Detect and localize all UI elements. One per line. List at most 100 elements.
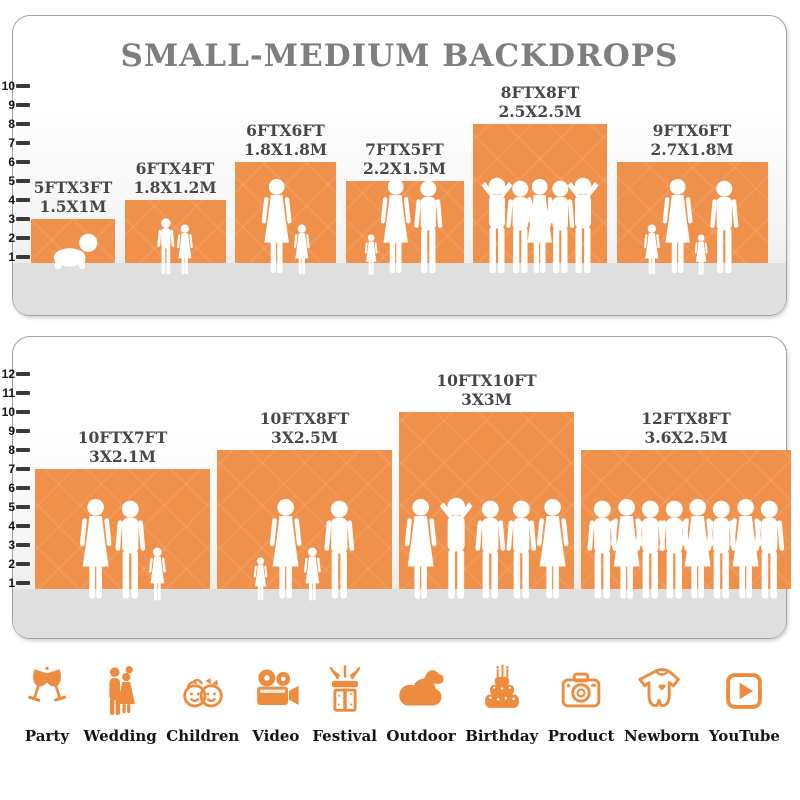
party-glasses-icon [28,666,67,702]
wedding-couple-icon [109,666,136,716]
backdrop-size-label: 6FTX6FT 1.8X1.8M [190,121,381,159]
backdrop-size-label: 10FTX8FT 3X2.5M [172,409,437,447]
ruler-number: 7 [8,462,15,476]
ruler-tick-9: 9 [0,97,30,113]
video-camera-icon [257,669,299,705]
ruler-number: 1 [8,576,15,590]
silhouette-girl [176,224,193,275]
product-camera-icon [561,672,601,708]
backdrop-bar-5ftx3ft: 5FTX3FT 1.5X1M [31,178,115,270]
ruler-number: 1 [8,250,15,264]
silhouette-man [414,180,443,274]
ruler-number: 8 [8,117,15,131]
ruler-tick-5: 5 [0,173,30,189]
backdrop-bar-8ftx8ft: 8FTX8FT 2.5X2.5M [473,83,607,274]
silhouette-woman [610,499,643,599]
backdrop-size-label: 6FTX4FT 1.8X1.2M [80,159,271,197]
silhouette-man-arms-up [567,177,599,273]
size-feet: 6FTX6FT [246,120,325,140]
ruler-tick-12: 12 [0,366,30,382]
size-meters: 3X2.5M [271,427,338,447]
size-meters: 1.8X1.8M [243,139,328,159]
people-silhouettes [207,498,402,602]
small-backdrops-chart-panel: SMALL-MEDIUM BACKDROPS 10 9 8 7 6 5 4 3 2 1 5FTX3… [2,15,787,316]
silhouette-woman [80,499,112,599]
ruler-tick-3: 3 [0,211,30,227]
silhouette-man [324,500,354,599]
ruler-dash [16,160,30,164]
backdrop-rect [235,162,336,263]
category-wedding: Wedding [84,660,157,745]
category-newborn: Newborn [624,660,699,745]
ruler-dash [16,448,30,452]
ruler-number: 6 [8,155,15,169]
size-feet: 6FTX4FT [135,158,215,178]
silhouette-man [754,500,785,599]
ruler-tick-2: 2 [0,230,30,246]
icon-box [20,660,74,718]
ruler-tick-7: 7 [0,461,30,477]
ruler-number: 2 [8,231,15,245]
icon-box [475,660,529,718]
youtube-play-icon [726,673,763,709]
ruler-tick-7: 7 [0,135,30,151]
ruler-dash [16,562,30,566]
ruler-tick-3: 3 [0,537,30,553]
size-meters: 1.8X1.2M [133,177,217,197]
ruler-tick-5: 5 [0,499,30,515]
silhouette-man [475,500,506,599]
people-silhouettes [336,178,474,276]
silhouette-woman [261,178,292,274]
silhouette-woman [380,178,411,274]
category-party: Party [20,660,74,745]
ruler-dash [16,467,30,471]
ruler-number: 2 [8,557,15,571]
category-label: Festival [312,727,377,745]
silhouette-woman [662,178,693,274]
silhouette-man [706,500,737,599]
ruler-number: 3 [8,538,15,552]
people-silhouettes [25,498,220,602]
ruler-dash [16,236,30,240]
size-meters: 3.6X2.5M [644,427,728,447]
ruler-dash [16,543,30,547]
backdrop-rect [616,162,768,263]
people-silhouettes [607,178,778,276]
category-video: Video [249,660,303,745]
bars-medium-panel: 10FTX7FT 3X2.1M 10FTX8FT 3X2.5M 10FTX10FT 3X3… [13,337,791,638]
size-feet: 10FTX8FT [259,408,350,428]
ruler-tick-11: 11 [0,385,30,401]
silhouette-boy [157,218,175,275]
silhouette-toddler [365,234,378,275]
ruler-tick-6: 6 [0,154,30,170]
ruler-tick-10: 10 [0,78,30,94]
ruler-dash [16,122,30,126]
children-faces-icon [183,678,223,708]
icon-box [554,660,608,718]
silhouette-man-arms-up [481,177,513,273]
ruler-number: 7 [8,136,15,150]
size-feet: 10FTX7FT [77,427,168,447]
backdrop-size-label: 10FTX7FT 3X2.1M [0,428,255,466]
ruler-dash [16,198,30,202]
size-feet: 7FTX5FT [365,139,444,159]
ruler-number: 4 [8,519,15,533]
people-silhouettes [571,498,800,602]
backdrop-bar-6ftx4ft: 6FTX4FT 1.8X1.2M [124,159,226,275]
category-label: Outdoor [386,727,456,745]
ruler-number: 4 [8,193,15,207]
silhouette-woman [269,499,302,599]
silhouette-girl [304,547,321,601]
ruler-dash [16,255,30,259]
icon-box [176,660,230,718]
backdrop-bar-9ftx6ft: 9FTX6FT 2.7X1.8M [616,121,768,275]
backdrop-rect [217,450,392,589]
backdrop-size-label: 10FTX10FT 3X3M [354,371,619,409]
size-feet: 12FTX8FT [641,408,731,428]
icon-box [717,660,771,718]
people-silhouettes [21,231,125,271]
silhouette-woman [682,499,714,599]
category-festival: Festival [312,660,377,745]
silhouette-toddler [694,234,708,275]
